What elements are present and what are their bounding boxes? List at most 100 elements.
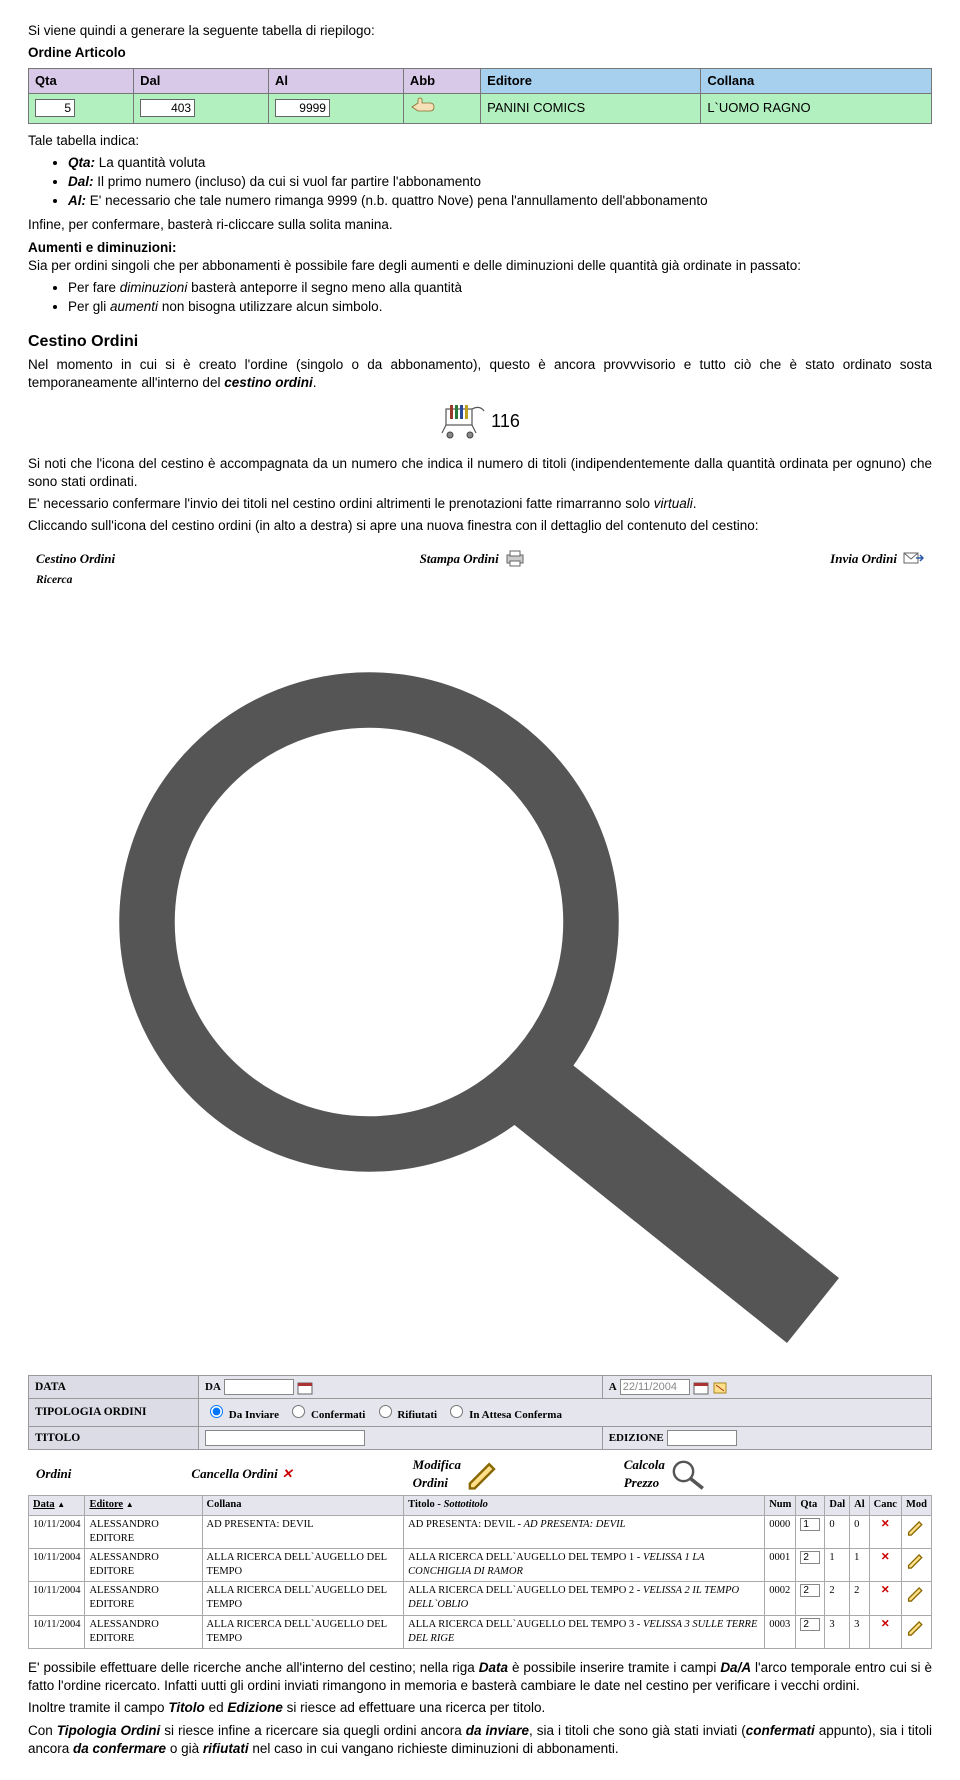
def-al-text: E' necessario che tale numero rimanga 99… bbox=[86, 193, 708, 208]
cell-data: 10/11/2004 bbox=[29, 1515, 85, 1548]
cell-editore: PANINI COMICS bbox=[481, 93, 701, 123]
fp3k: nel caso in cui vangano richieste diminu… bbox=[249, 1741, 619, 1756]
filter-da-input[interactable] bbox=[224, 1379, 294, 1395]
oh-al[interactable]: Al bbox=[850, 1496, 870, 1515]
def-dal-text: Il primo numero (incluso) da cui si vuol… bbox=[94, 174, 482, 189]
oh-editore[interactable]: Editore ▲ bbox=[85, 1496, 202, 1515]
fp3d: da inviare bbox=[466, 1723, 529, 1738]
fp3e: , sia i titoli che sono già stati inviat… bbox=[529, 1723, 746, 1738]
ob-cancella-label: Cancella Ordini bbox=[191, 1465, 277, 1483]
aumenti-block: Aumenti e diminuzioni: Sia per ordini si… bbox=[28, 239, 932, 275]
cestino-topbar: Cestino Ordini Stampa Ordini Invia Ordin… bbox=[28, 545, 932, 571]
cell-canc: ✕ bbox=[869, 1548, 901, 1581]
cell-titolo: AD PRESENTA: DEVIL - AD PRESENTA: DEVIL bbox=[404, 1515, 765, 1548]
b1-post: basterà anteporre il segno meno alla qua… bbox=[187, 280, 462, 295]
magnify-icon bbox=[669, 1457, 708, 1491]
radio-rifiutati[interactable]: Rifiutati bbox=[374, 1409, 437, 1421]
oh-collana[interactable]: Collana bbox=[202, 1496, 404, 1515]
fp1c: è possibile inserire tramite i campi bbox=[508, 1660, 720, 1675]
aumenti-list: Per fare diminuzioni basterà anteporre i… bbox=[28, 279, 932, 316]
final-p2: Inoltre tramite il campo Titolo ed Edizi… bbox=[28, 1699, 932, 1717]
topbar-invia[interactable]: Invia Ordini bbox=[830, 549, 924, 567]
al-input[interactable] bbox=[275, 99, 330, 117]
row-edit-icon[interactable] bbox=[906, 1618, 927, 1636]
row-edit-icon[interactable] bbox=[906, 1551, 927, 1569]
orders-bar-modifica[interactable]: Modifica Ordini bbox=[413, 1456, 504, 1491]
row-delete-icon[interactable]: ✕ bbox=[881, 1552, 890, 1563]
ob-modifica-label: Modifica Ordini bbox=[413, 1456, 461, 1491]
after-cart-3: Cliccando sull'icona del cestino ordini … bbox=[28, 517, 932, 535]
col-al: Al bbox=[268, 69, 403, 94]
cell-dal: 1 bbox=[825, 1548, 850, 1581]
row-qta-input[interactable] bbox=[800, 1551, 820, 1564]
row-delete-icon[interactable]: ✕ bbox=[881, 1619, 890, 1630]
cell-num: 0001 bbox=[765, 1548, 796, 1581]
def-qta-text: La quantità voluta bbox=[95, 155, 205, 170]
oh-titolo[interactable]: Titolo - Sottotitolo bbox=[404, 1496, 765, 1515]
filter-data-label: DATA bbox=[29, 1376, 199, 1399]
cell-mod bbox=[901, 1582, 931, 1615]
ac2-pre: E' necessario confermare l'invio dei tit… bbox=[28, 496, 654, 511]
fp3h: da confermare bbox=[73, 1741, 166, 1756]
cell-mod bbox=[901, 1515, 931, 1548]
row-delete-icon[interactable]: ✕ bbox=[881, 1585, 890, 1596]
search-icon[interactable] bbox=[36, 589, 924, 1366]
cell-data: 10/11/2004 bbox=[29, 1548, 85, 1581]
qta-input[interactable] bbox=[35, 99, 75, 117]
row-delete-icon[interactable]: ✕ bbox=[881, 1519, 890, 1530]
topbar-stampa[interactable]: Stampa Ordini bbox=[420, 549, 526, 567]
cell-al: 1 bbox=[850, 1548, 870, 1581]
cell-qta bbox=[796, 1548, 825, 1581]
dal-input[interactable] bbox=[140, 99, 195, 117]
fp2b: Titolo bbox=[168, 1700, 205, 1715]
cell-data: 10/11/2004 bbox=[29, 1615, 85, 1648]
clear-a-icon[interactable] bbox=[712, 1381, 728, 1395]
oh-qta[interactable]: Qta bbox=[796, 1496, 825, 1515]
cell-abb bbox=[403, 93, 480, 123]
row-qta-input[interactable] bbox=[800, 1584, 820, 1597]
filter-titolo-input[interactable] bbox=[205, 1430, 365, 1446]
cell-qta bbox=[796, 1515, 825, 1548]
hand-icon[interactable] bbox=[410, 97, 436, 115]
radio-attesa[interactable]: In Attesa Conferma bbox=[445, 1409, 562, 1421]
oh-data[interactable]: Data ▲ bbox=[29, 1496, 85, 1515]
fp3f: confermati bbox=[746, 1723, 815, 1738]
oh-num[interactable]: Num bbox=[765, 1496, 796, 1515]
row-qta-input[interactable] bbox=[800, 1518, 820, 1531]
filter-a-input[interactable] bbox=[620, 1379, 690, 1395]
ob-calcola-label: Calcola Prezzo bbox=[624, 1456, 665, 1491]
final-p1: E' possibile effettuare delle ricerche a… bbox=[28, 1659, 932, 1695]
fp2a: Inoltre tramite il campo bbox=[28, 1700, 168, 1715]
fp3i: o già bbox=[166, 1741, 203, 1756]
r1-label: Da Inviare bbox=[229, 1409, 279, 1421]
cell-dal: 3 bbox=[825, 1615, 850, 1648]
filter-edizione-cell: EDIZIONE bbox=[602, 1427, 931, 1450]
row-edit-icon[interactable] bbox=[906, 1584, 927, 1602]
orders-bar-calcola[interactable]: Calcola Prezzo bbox=[624, 1456, 708, 1491]
cart-icon[interactable] bbox=[440, 403, 486, 441]
b2-pre: Per gli bbox=[68, 299, 110, 314]
radio-confermati[interactable]: Confermati bbox=[287, 1409, 365, 1421]
aumenti-intro: Sia per ordini singoli che per abbonamen… bbox=[28, 258, 801, 273]
cart-count: 116 bbox=[491, 410, 520, 430]
row-edit-icon[interactable] bbox=[906, 1518, 927, 1536]
orders-bar-cancella[interactable]: Cancella Ordini ✕ bbox=[191, 1456, 292, 1491]
table-row: 10/11/2004ALESSANDRO EDITOREALLA RICERCA… bbox=[29, 1548, 932, 1581]
aumenti-title: Aumenti e diminuzioni: bbox=[28, 240, 177, 255]
topbar-cestino[interactable]: Cestino Ordini bbox=[36, 549, 115, 567]
filter-edizione-input[interactable] bbox=[667, 1430, 737, 1446]
oh-canc[interactable]: Canc bbox=[869, 1496, 901, 1515]
cell-al: 0 bbox=[850, 1515, 870, 1548]
fp3c: si riesce infine a ricercare sia quegli … bbox=[160, 1723, 465, 1738]
radio-dainviare[interactable]: Da Inviare bbox=[205, 1409, 279, 1421]
oh-dal[interactable]: Dal bbox=[825, 1496, 850, 1515]
cestino-para-b: cestino ordini bbox=[224, 375, 313, 390]
calendar-da-icon[interactable] bbox=[297, 1381, 313, 1395]
oh-mod[interactable]: Mod bbox=[901, 1496, 931, 1515]
row-qta-input[interactable] bbox=[800, 1618, 820, 1631]
col-qta: Qta bbox=[29, 69, 134, 94]
cell-qta bbox=[796, 1582, 825, 1615]
calendar-a-icon[interactable] bbox=[693, 1381, 709, 1395]
cell-titolo: ALLA RICERCA DELL`AUGELLO DEL TEMPO 2 - … bbox=[404, 1582, 765, 1615]
ricerca-label: Ricerca bbox=[36, 574, 72, 586]
